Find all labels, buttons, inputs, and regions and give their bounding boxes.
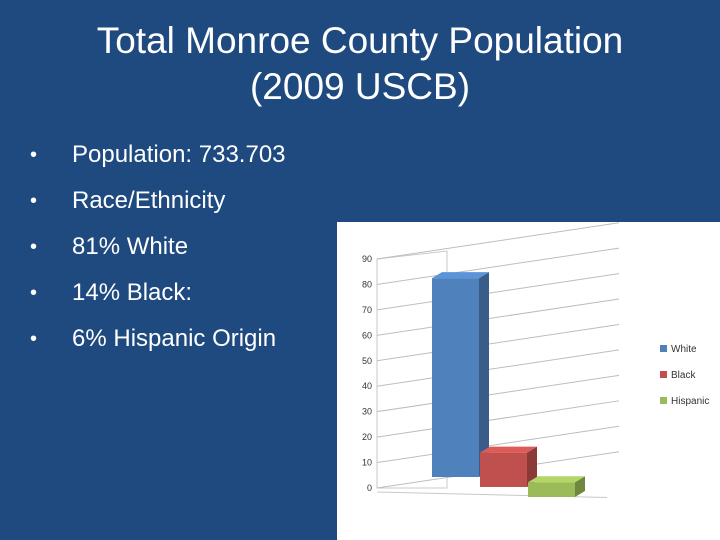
bullet-dot: • — [30, 282, 38, 304]
legend-swatch-black — [660, 371, 667, 378]
bullet-dot: • — [30, 236, 38, 258]
bullet-item: • 14% Black: — [28, 270, 286, 316]
bar-black — [480, 452, 527, 487]
bar-top-white — [432, 272, 489, 279]
bar-side-black — [527, 446, 537, 487]
bar-side-white — [479, 272, 489, 477]
y-tick-label: 30 — [362, 407, 372, 417]
bar-top-black — [480, 446, 537, 453]
slide-title: Total Monroe County Population (2009 USC… — [0, 18, 720, 110]
gridline — [376, 374, 620, 413]
bar-white — [432, 278, 479, 477]
bullet-text: 81% White — [72, 233, 189, 260]
legend-label-hispanic: Hispanic — [671, 396, 709, 407]
gridline — [376, 298, 620, 336]
bullet-dot: • — [30, 190, 38, 212]
y-tick-label: 10 — [362, 458, 372, 468]
y-tick-label: 40 — [362, 381, 372, 391]
chart-container: 0 10 20 30 40 50 60 70 80 90 White Black Hispanic — [337, 222, 720, 540]
bullet-list: • Population: 733.703 • Race/Ethnicity • 81… — [28, 132, 286, 362]
bullet-text: Race/Ethnicity — [72, 187, 226, 214]
bar-side-hispanic — [575, 476, 585, 497]
gridline — [376, 425, 620, 464]
bar-chart: 0 10 20 30 40 50 60 70 80 90 White Black Hispanic — [362, 222, 709, 498]
y-tick-label: 0 — [367, 483, 372, 493]
y-tick-label: 80 — [362, 279, 372, 289]
bullet-text: Population: 733.703 — [72, 141, 286, 168]
bullet-text: 6% Hispanic Origin — [72, 325, 277, 352]
y-tick-label: 90 — [362, 254, 372, 264]
gridline — [376, 349, 620, 387]
bar-top-hispanic — [528, 476, 585, 483]
bullet-item: • Race/Ethnicity — [28, 178, 286, 224]
legend-label-white: White — [671, 344, 697, 355]
title-line-1: Total Monroe County Population — [96, 20, 624, 61]
bullet-dot: • — [30, 328, 38, 350]
gridline — [376, 247, 620, 285]
legend-swatch-white — [660, 345, 667, 352]
gridline — [376, 273, 620, 311]
y-tick-label: 70 — [362, 305, 372, 315]
bullet-item: • Population: 733.703 — [28, 132, 286, 178]
bullet-dot: • — [30, 144, 38, 166]
bar-hispanic — [528, 482, 575, 497]
gridline — [376, 400, 620, 438]
y-tick-label: 50 — [362, 356, 372, 366]
legend-swatch-hispanic — [660, 397, 667, 404]
bullet-text: 14% Black: — [72, 279, 193, 306]
bullet-item: • 6% Hispanic Origin — [28, 316, 286, 362]
gridline — [376, 222, 620, 260]
bullet-item: • 81% White — [28, 224, 286, 270]
y-tick-label: 20 — [362, 432, 372, 442]
y-tick-label: 60 — [362, 330, 372, 340]
legend-label-black: Black — [671, 370, 696, 381]
gridline — [376, 323, 620, 362]
title-line-2: (2009 USCB) — [249, 66, 471, 107]
